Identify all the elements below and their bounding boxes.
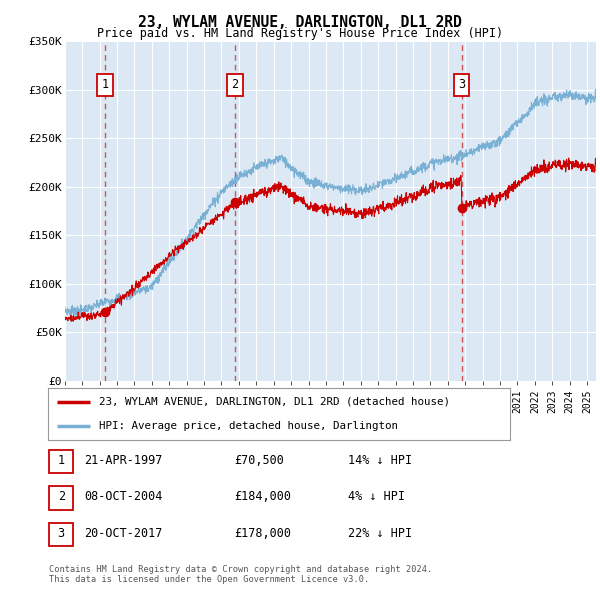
Text: 1: 1 [101, 78, 109, 91]
Text: Price paid vs. HM Land Registry's House Price Index (HPI): Price paid vs. HM Land Registry's House … [97, 27, 503, 40]
Text: £70,500: £70,500 [234, 454, 284, 467]
Text: 23, WYLAM AVENUE, DARLINGTON, DL1 2RD (detached house): 23, WYLAM AVENUE, DARLINGTON, DL1 2RD (d… [99, 396, 450, 407]
Text: £178,000: £178,000 [234, 527, 291, 540]
Text: 1: 1 [58, 454, 65, 467]
Text: 3: 3 [458, 78, 466, 91]
Text: 4% ↓ HPI: 4% ↓ HPI [348, 490, 405, 503]
Text: 14% ↓ HPI: 14% ↓ HPI [348, 454, 412, 467]
Text: 2: 2 [58, 490, 65, 503]
Text: £184,000: £184,000 [234, 490, 291, 503]
Text: HPI: Average price, detached house, Darlington: HPI: Average price, detached house, Darl… [99, 421, 398, 431]
Text: Contains HM Land Registry data © Crown copyright and database right 2024.
This d: Contains HM Land Registry data © Crown c… [49, 565, 433, 584]
Text: 3: 3 [58, 527, 65, 540]
Text: 23, WYLAM AVENUE, DARLINGTON, DL1 2RD: 23, WYLAM AVENUE, DARLINGTON, DL1 2RD [138, 15, 462, 30]
Text: 22% ↓ HPI: 22% ↓ HPI [348, 527, 412, 540]
Text: 08-OCT-2004: 08-OCT-2004 [84, 490, 163, 503]
Text: 20-OCT-2017: 20-OCT-2017 [84, 527, 163, 540]
Text: 2: 2 [232, 78, 238, 91]
Text: 21-APR-1997: 21-APR-1997 [84, 454, 163, 467]
